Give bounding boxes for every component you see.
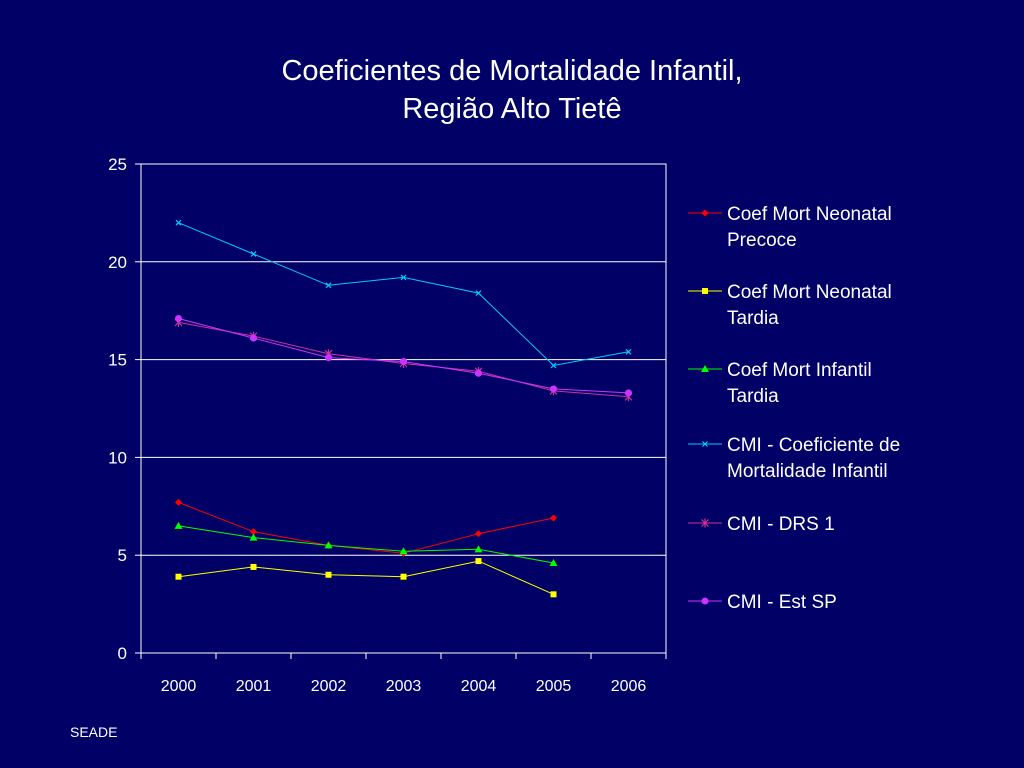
data-point — [399, 547, 408, 555]
data-point — [475, 530, 482, 538]
data-point — [475, 290, 482, 297]
data-point — [475, 369, 482, 377]
x-tick-label: 2001 — [236, 678, 272, 695]
legend-item-1: Coef Mort Neonatal Precoce — [688, 204, 892, 251]
series-group — [174, 219, 633, 598]
series-line — [178, 501, 554, 554]
data-point — [474, 545, 483, 553]
data-point — [250, 251, 257, 257]
series-6 — [175, 315, 632, 397]
data-point — [550, 591, 557, 598]
data-point — [625, 389, 632, 397]
data-point — [175, 219, 182, 226]
legend-label: Coef Mort Neonatal — [727, 282, 892, 303]
data-point — [400, 358, 407, 366]
data-point — [325, 282, 332, 289]
data-point — [400, 573, 407, 580]
legend-item-5: CMI - DRS 1 — [688, 514, 835, 535]
series-1 — [175, 498, 557, 557]
legend-item-6: CMI - Est SP — [688, 592, 837, 613]
y-tick-label: 15 — [108, 351, 127, 370]
legend-marker — [702, 288, 708, 294]
legend-label: CMI - Coeficiente de — [727, 435, 900, 456]
data-point — [174, 521, 183, 529]
data-point — [249, 533, 258, 541]
x-tick-label: 2006 — [611, 678, 647, 695]
legend-item-4: CMI - Coeficiente de Mortalidade Infantil — [688, 435, 900, 482]
chart-title: Coeficientes de Mortalidade Infantil, Re… — [0, 52, 1024, 128]
legend-label: Coef Mort Infantil — [727, 360, 872, 381]
x-tick-label: 2004 — [461, 678, 497, 695]
legend-item-3: Coef Mort Infantil Tardia — [688, 360, 872, 407]
series-4 — [175, 219, 632, 369]
legend-label: CMI - Est SP — [727, 592, 837, 613]
y-tick-label: 0 — [118, 644, 127, 663]
data-point — [400, 274, 407, 281]
legend-marker — [701, 365, 709, 372]
y-tick-label: 10 — [108, 448, 127, 467]
data-point — [250, 563, 257, 570]
chart-title-line-1: Coeficientes de Mortalidade Infantil, — [281, 55, 743, 87]
legend-label: Tardia — [727, 386, 779, 407]
legend-marker — [702, 441, 708, 447]
data-point — [250, 334, 257, 342]
x-tick-label: 2005 — [536, 678, 572, 695]
data-point — [175, 498, 182, 506]
x-tick-label: 2000 — [161, 678, 197, 695]
legend-label: Coef Mort Neonatal — [727, 204, 892, 225]
legend-label: CMI - DRS 1 — [727, 514, 835, 535]
data-point — [475, 558, 482, 565]
data-point — [625, 348, 632, 355]
data-point — [550, 385, 557, 393]
series-line — [178, 222, 629, 367]
data-point — [175, 573, 182, 580]
data-point — [250, 528, 257, 536]
x-tick-label: 2002 — [311, 678, 347, 695]
legend-marker — [701, 597, 709, 605]
plot-area — [140, 163, 667, 654]
data-point — [324, 541, 333, 549]
chart-title-line-2: Região Alto Tietê — [402, 93, 622, 125]
series-2 — [175, 558, 557, 598]
data-point — [550, 514, 557, 522]
data-point — [550, 362, 557, 369]
legend-marker — [701, 209, 709, 217]
source-label: SEADE — [70, 724, 118, 740]
x-tick-label: 2003 — [386, 678, 422, 695]
axes: 0 5 10 15 20 25 2000 2001 2002 2003 2004 2005 2006 — [108, 155, 667, 695]
legend-label: Mortalidade Infantil — [727, 461, 888, 482]
y-tick-label: 20 — [108, 253, 127, 272]
data-point — [549, 559, 558, 567]
series-3 — [174, 521, 558, 567]
legend-label: Tardia — [727, 308, 779, 329]
legend-marker — [701, 518, 709, 528]
series-line — [178, 525, 554, 564]
data-point — [175, 315, 182, 323]
plot-border — [140, 163, 667, 654]
data-point — [325, 571, 332, 578]
data-point — [325, 354, 332, 362]
legend-label: Precoce — [727, 230, 797, 251]
legend-item-2: Coef Mort Neonatal Tardia — [688, 282, 892, 329]
y-tick-label: 25 — [108, 155, 127, 174]
gridlines — [141, 261, 666, 556]
series-line — [178, 318, 629, 394]
series-line — [178, 560, 554, 595]
y-tick-label: 5 — [118, 546, 127, 565]
